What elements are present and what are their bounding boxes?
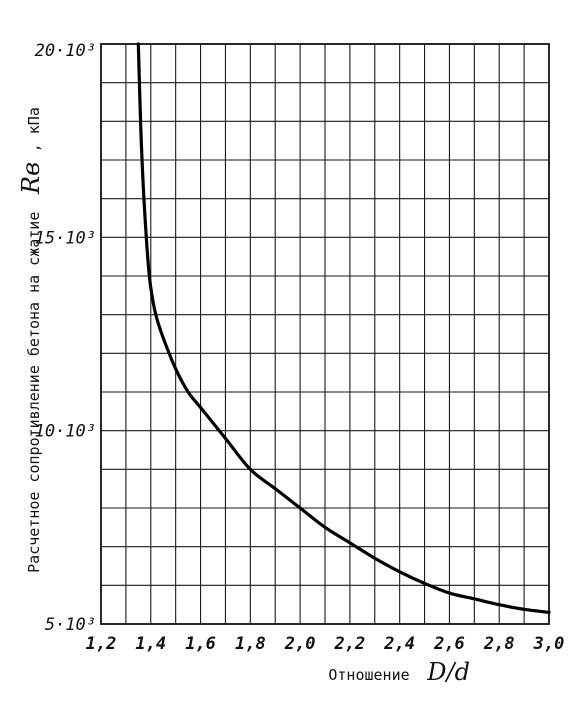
y-axis-label-symbol: Rв: [17, 162, 45, 195]
x-tick-label: 1,4: [135, 634, 166, 654]
y-tick-label: 10·10³: [35, 422, 96, 442]
x-axis-label-symbol: D/d: [426, 658, 470, 686]
y-axis-label-text: Расчетное сопротивление бетона на сжатие: [25, 212, 43, 573]
plot-border: [100, 43, 550, 625]
x-tick-label: 1,6: [185, 634, 216, 654]
x-tick-labels: 1,2 1,4 1,6 1,8 2,0 2,2 2,4 2,6 2,8 3,0: [86, 634, 565, 654]
plot-frame: [100, 43, 550, 625]
x-tick-label: 2,4: [383, 634, 415, 654]
x-tick-label: 3,0: [533, 634, 565, 654]
x-axis-label-text: Отношение: [328, 666, 409, 684]
x-axis-label: Отношение D/d: [328, 658, 470, 686]
y-tick-label: 20·10³: [35, 41, 96, 61]
series-layer: [136, 42, 551, 614]
x-tick-label: 2,2: [334, 634, 366, 654]
y-axis-label: Расчетное сопротивление бетона на сжатие…: [17, 107, 45, 573]
y-tick-label: 5·10³: [45, 615, 96, 635]
x-tick-label: 2,6: [433, 634, 465, 654]
y-tick-labels: 5·10³ 10·10³ 15·10³ 20·10³: [35, 41, 96, 635]
x-tick-label: 2,8: [483, 634, 515, 654]
x-tick-label: 1,8: [235, 634, 266, 654]
y-axis-label-unit: , кПа: [25, 107, 43, 152]
y-tick-label: 15·10³: [35, 228, 96, 248]
x-tick-label: 2,0: [284, 634, 316, 654]
x-tick-label: 1,2: [86, 634, 117, 654]
series-line-0: [136, 42, 551, 614]
grid: [101, 44, 549, 624]
